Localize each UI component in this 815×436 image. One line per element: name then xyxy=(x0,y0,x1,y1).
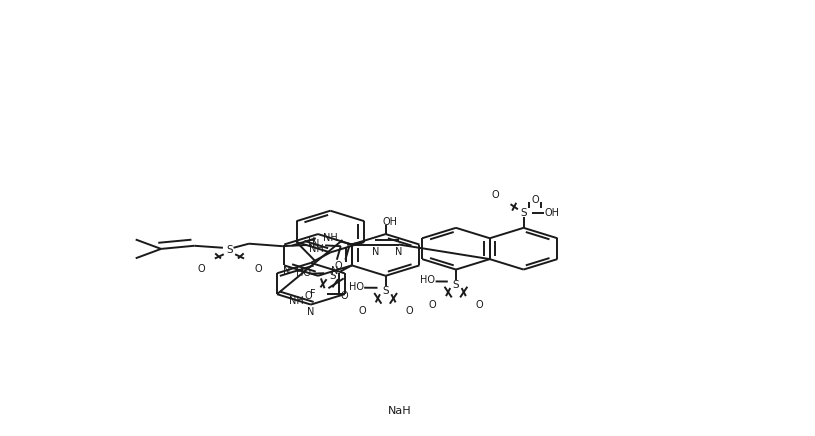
Text: O: O xyxy=(491,190,499,200)
Text: O: O xyxy=(335,261,342,271)
Text: O: O xyxy=(254,264,262,274)
Text: S: S xyxy=(329,271,336,281)
Text: O: O xyxy=(341,291,349,301)
Text: N: N xyxy=(307,307,315,317)
Text: NH: NH xyxy=(289,296,304,307)
Text: HO: HO xyxy=(349,282,363,292)
Text: OH: OH xyxy=(382,217,397,227)
Text: H: H xyxy=(308,237,315,247)
Text: S: S xyxy=(382,286,389,296)
Text: O: O xyxy=(406,307,413,317)
Text: F: F xyxy=(310,289,315,299)
Text: S: S xyxy=(520,208,526,218)
Text: NaH: NaH xyxy=(388,406,412,416)
Text: N: N xyxy=(311,238,319,249)
Text: O: O xyxy=(531,194,539,204)
Text: S: S xyxy=(452,279,460,290)
Text: NH: NH xyxy=(309,244,324,254)
Text: NH: NH xyxy=(323,233,337,243)
Text: O: O xyxy=(197,264,205,274)
Text: N: N xyxy=(395,247,403,257)
Text: HO: HO xyxy=(421,276,435,286)
Text: S: S xyxy=(226,245,233,255)
Text: O: O xyxy=(476,300,483,310)
Text: O: O xyxy=(429,300,436,310)
Text: O: O xyxy=(358,307,366,317)
Text: HO: HO xyxy=(296,268,311,278)
Text: N: N xyxy=(331,266,338,276)
Text: N: N xyxy=(372,247,379,257)
Text: N: N xyxy=(283,266,290,276)
Text: O: O xyxy=(304,291,312,301)
Text: OH: OH xyxy=(544,208,559,218)
